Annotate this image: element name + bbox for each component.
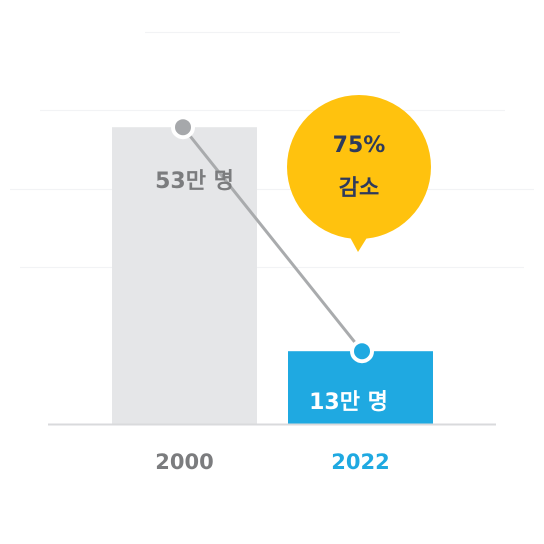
markers xyxy=(171,115,374,364)
bar-2000 xyxy=(112,127,257,424)
x-tick-label-2000: 2000 xyxy=(155,450,213,474)
marker-2022 xyxy=(350,339,374,364)
callout-bubble xyxy=(287,95,431,239)
callout-tail xyxy=(345,228,373,252)
bars xyxy=(112,127,433,424)
callout-text: 감소 xyxy=(339,176,379,201)
callout-percent: 75% xyxy=(333,133,386,158)
gridlines xyxy=(10,31,534,269)
bar-value-label-2000: 53만 명 xyxy=(155,169,234,194)
connector-line xyxy=(181,126,364,353)
decrease-callout: 75% 감소 xyxy=(287,95,431,252)
marker-2000 xyxy=(171,115,195,140)
bar-2022 xyxy=(288,351,433,424)
x-tick-label-2022: 2022 xyxy=(331,450,389,474)
bar-value-label-2022: 13만 명 xyxy=(309,390,388,415)
